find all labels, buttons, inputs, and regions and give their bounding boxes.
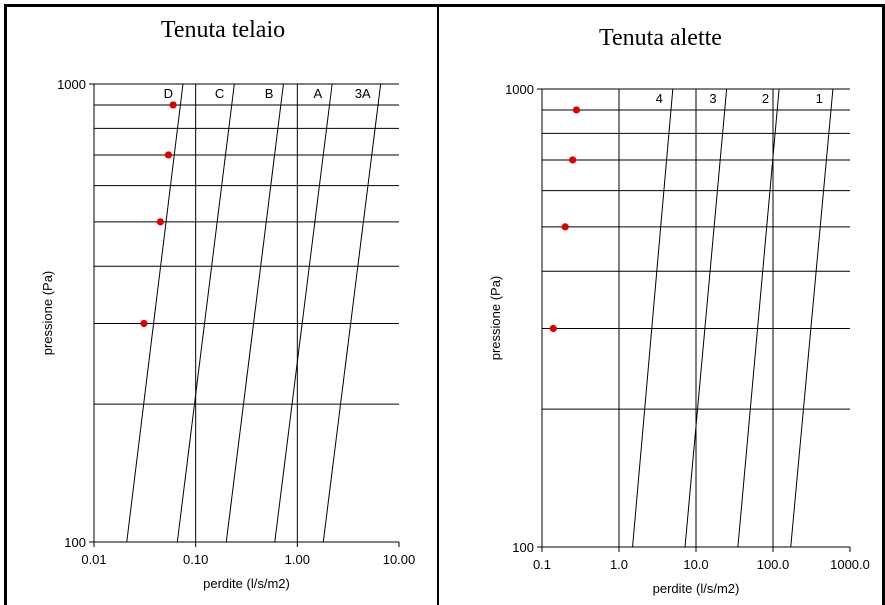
class-line-label: A	[313, 86, 322, 101]
y-axis-label: pressione (Pa)	[488, 276, 503, 361]
chart-telaio-svg: D C B A 3A 0.01 0.10 1.00 10.00 100 1000 perdite (l…	[40, 77, 416, 591]
class-line-label: 2	[762, 91, 769, 106]
x-tick-label: 1000.0	[830, 557, 870, 572]
x-tick-label: 0.10	[183, 552, 208, 567]
x-tick-label: 1.00	[285, 552, 310, 567]
x-axis-label: perdite (l/s/m2)	[203, 576, 290, 591]
class-line-2	[737, 88, 780, 548]
data-point	[549, 324, 557, 333]
class-line-1	[790, 88, 834, 548]
chart-panel-alette: Tenuta alette 4 3 2 1 0.1 1.0 10.0 100.0 1000.0 1…	[437, 4, 885, 605]
chart-alette-svg: 4 3 2 1 0.1 1.0 10.0 100.0 1000.0 100 1000 perdite …	[488, 82, 870, 596]
class-line-label: 4	[656, 91, 663, 106]
data-point	[156, 218, 165, 226]
class-line-3a	[322, 83, 382, 543]
y-tick-label: 1000	[57, 77, 86, 92]
y-tick-label: 1000	[505, 82, 534, 97]
chart-title: Tenuta telaio	[160, 17, 286, 43]
x-axis-label: perdite (l/s/m2)	[653, 581, 740, 596]
data-point	[561, 223, 569, 231]
x-tick-label: 0.01	[81, 552, 106, 567]
data-point	[140, 319, 148, 328]
class-line-3	[684, 88, 728, 548]
x-tick-label: 100.0	[757, 557, 790, 572]
class-line-label: 1	[816, 91, 823, 106]
data-point	[572, 106, 581, 114]
class-line-label: 3A	[355, 86, 371, 101]
class-line-label: C	[215, 86, 224, 101]
class-line-4	[632, 88, 674, 548]
class-line-label: 3	[709, 91, 716, 106]
class-line-a	[274, 83, 333, 543]
x-tick-label: 10.00	[383, 552, 416, 567]
data-point	[169, 101, 177, 109]
data-point	[164, 151, 173, 159]
class-line-label: D	[164, 86, 173, 101]
y-axis-label: pressione (Pa)	[40, 271, 55, 356]
class-line-label: B	[265, 86, 274, 101]
chart-panel-telaio: Tenuta telaio D C B A 3A 0.01 0.10 1.00 10.00 100…	[4, 4, 442, 605]
y-tick-label: 100	[64, 535, 86, 550]
data-point	[569, 156, 577, 164]
y-tick-label: 100	[512, 540, 534, 555]
chart-title: Tenuta alette	[599, 25, 722, 51]
x-tick-label: 0.1	[533, 557, 551, 572]
class-line-d	[126, 83, 184, 543]
x-tick-label: 1.0	[610, 557, 628, 572]
class-line-b	[225, 83, 284, 543]
class-line-c	[176, 83, 235, 543]
x-tick-label: 10.0	[683, 557, 708, 572]
